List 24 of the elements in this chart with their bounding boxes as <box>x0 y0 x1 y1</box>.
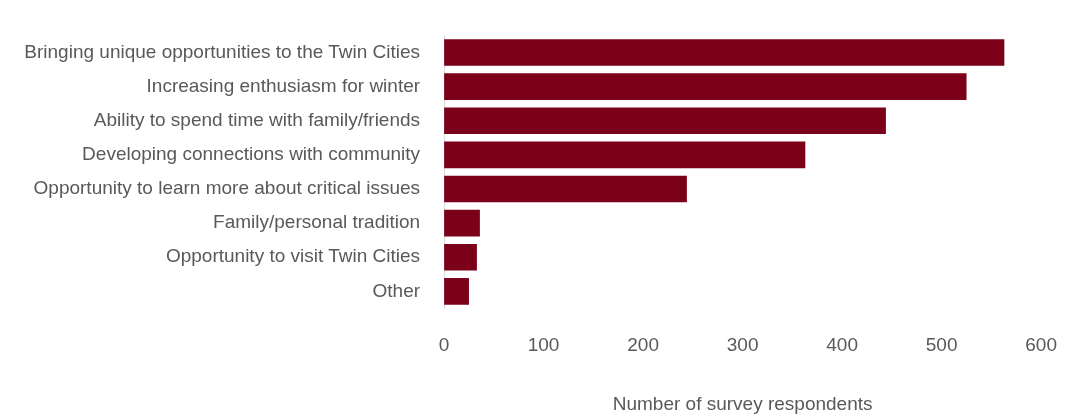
bar <box>444 141 806 169</box>
x-axis-title: Number of survey respondents <box>612 392 873 414</box>
y-tick-label: Other <box>372 279 421 301</box>
bar <box>444 278 469 305</box>
x-tick-label: 300 <box>726 334 759 356</box>
y-tick-label: Developing connections with community <box>82 143 421 165</box>
bar <box>444 107 886 135</box>
x-tick-label: 100 <box>527 334 560 356</box>
y-tick-label: Opportunity to visit Twin Cities <box>165 245 421 267</box>
y-tick-label: Bringing unique opportunities to the Twin Cities <box>24 40 421 62</box>
y-tick-label: Family/personal tradition <box>213 211 421 233</box>
x-tick-label: 400 <box>826 334 858 356</box>
x-tick-label: 0 <box>438 334 450 356</box>
x-tick-label: 200 <box>627 334 659 356</box>
bar <box>444 73 967 100</box>
bar <box>444 243 477 271</box>
x-tick-label: 600 <box>1025 334 1057 356</box>
y-tick-label: Ability to spend time with family/friends <box>93 108 421 130</box>
bar <box>444 39 1005 66</box>
y-tick-label: Opportunity to learn more about critical issues <box>33 177 421 199</box>
bar <box>444 209 480 237</box>
x-tick-label: 500 <box>925 334 958 356</box>
bar <box>444 175 687 203</box>
y-tick-label: Increasing enthusiasm for winter <box>146 74 421 96</box>
